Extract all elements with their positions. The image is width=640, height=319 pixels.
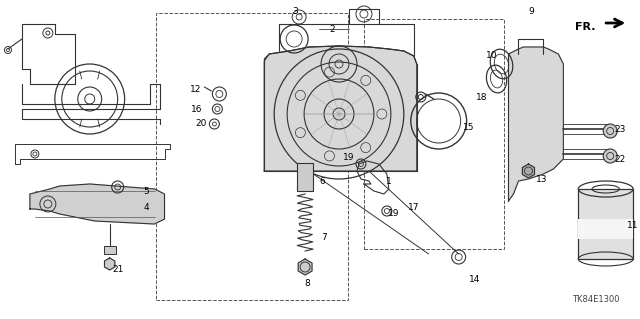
Text: 7: 7 xyxy=(321,233,327,241)
Text: 1: 1 xyxy=(386,177,392,187)
Text: 17: 17 xyxy=(408,203,420,211)
Text: 2: 2 xyxy=(329,25,335,33)
Text: 21: 21 xyxy=(112,264,124,273)
Polygon shape xyxy=(522,164,534,178)
Text: 16: 16 xyxy=(191,105,202,114)
Circle shape xyxy=(604,149,617,163)
Text: 6: 6 xyxy=(319,176,325,186)
Text: 11: 11 xyxy=(627,221,639,231)
Bar xyxy=(156,13,348,300)
Text: FR.: FR. xyxy=(575,22,595,32)
Text: 20: 20 xyxy=(196,120,207,129)
Polygon shape xyxy=(264,46,417,171)
Text: 3: 3 xyxy=(292,8,298,17)
Text: 13: 13 xyxy=(536,174,547,183)
Text: 4: 4 xyxy=(144,203,149,211)
Bar xyxy=(297,163,313,191)
Circle shape xyxy=(604,124,617,138)
Text: 14: 14 xyxy=(469,275,480,284)
Polygon shape xyxy=(104,258,115,270)
Polygon shape xyxy=(509,47,563,201)
Text: 15: 15 xyxy=(463,122,474,131)
Bar xyxy=(579,219,633,239)
Text: 8: 8 xyxy=(304,279,310,288)
Text: 12: 12 xyxy=(189,85,201,93)
Text: TK84E1300: TK84E1300 xyxy=(573,294,620,303)
Text: 19: 19 xyxy=(388,210,399,219)
Text: 22: 22 xyxy=(614,154,626,164)
Bar xyxy=(104,246,116,254)
Polygon shape xyxy=(30,184,164,224)
Text: 10: 10 xyxy=(486,51,497,61)
Text: 18: 18 xyxy=(476,93,487,101)
Text: 23: 23 xyxy=(614,124,626,133)
Text: 9: 9 xyxy=(529,8,534,17)
Bar xyxy=(579,189,633,259)
Text: 19: 19 xyxy=(343,152,355,161)
Text: 5: 5 xyxy=(144,188,150,197)
Bar xyxy=(364,19,504,249)
Polygon shape xyxy=(298,259,312,275)
